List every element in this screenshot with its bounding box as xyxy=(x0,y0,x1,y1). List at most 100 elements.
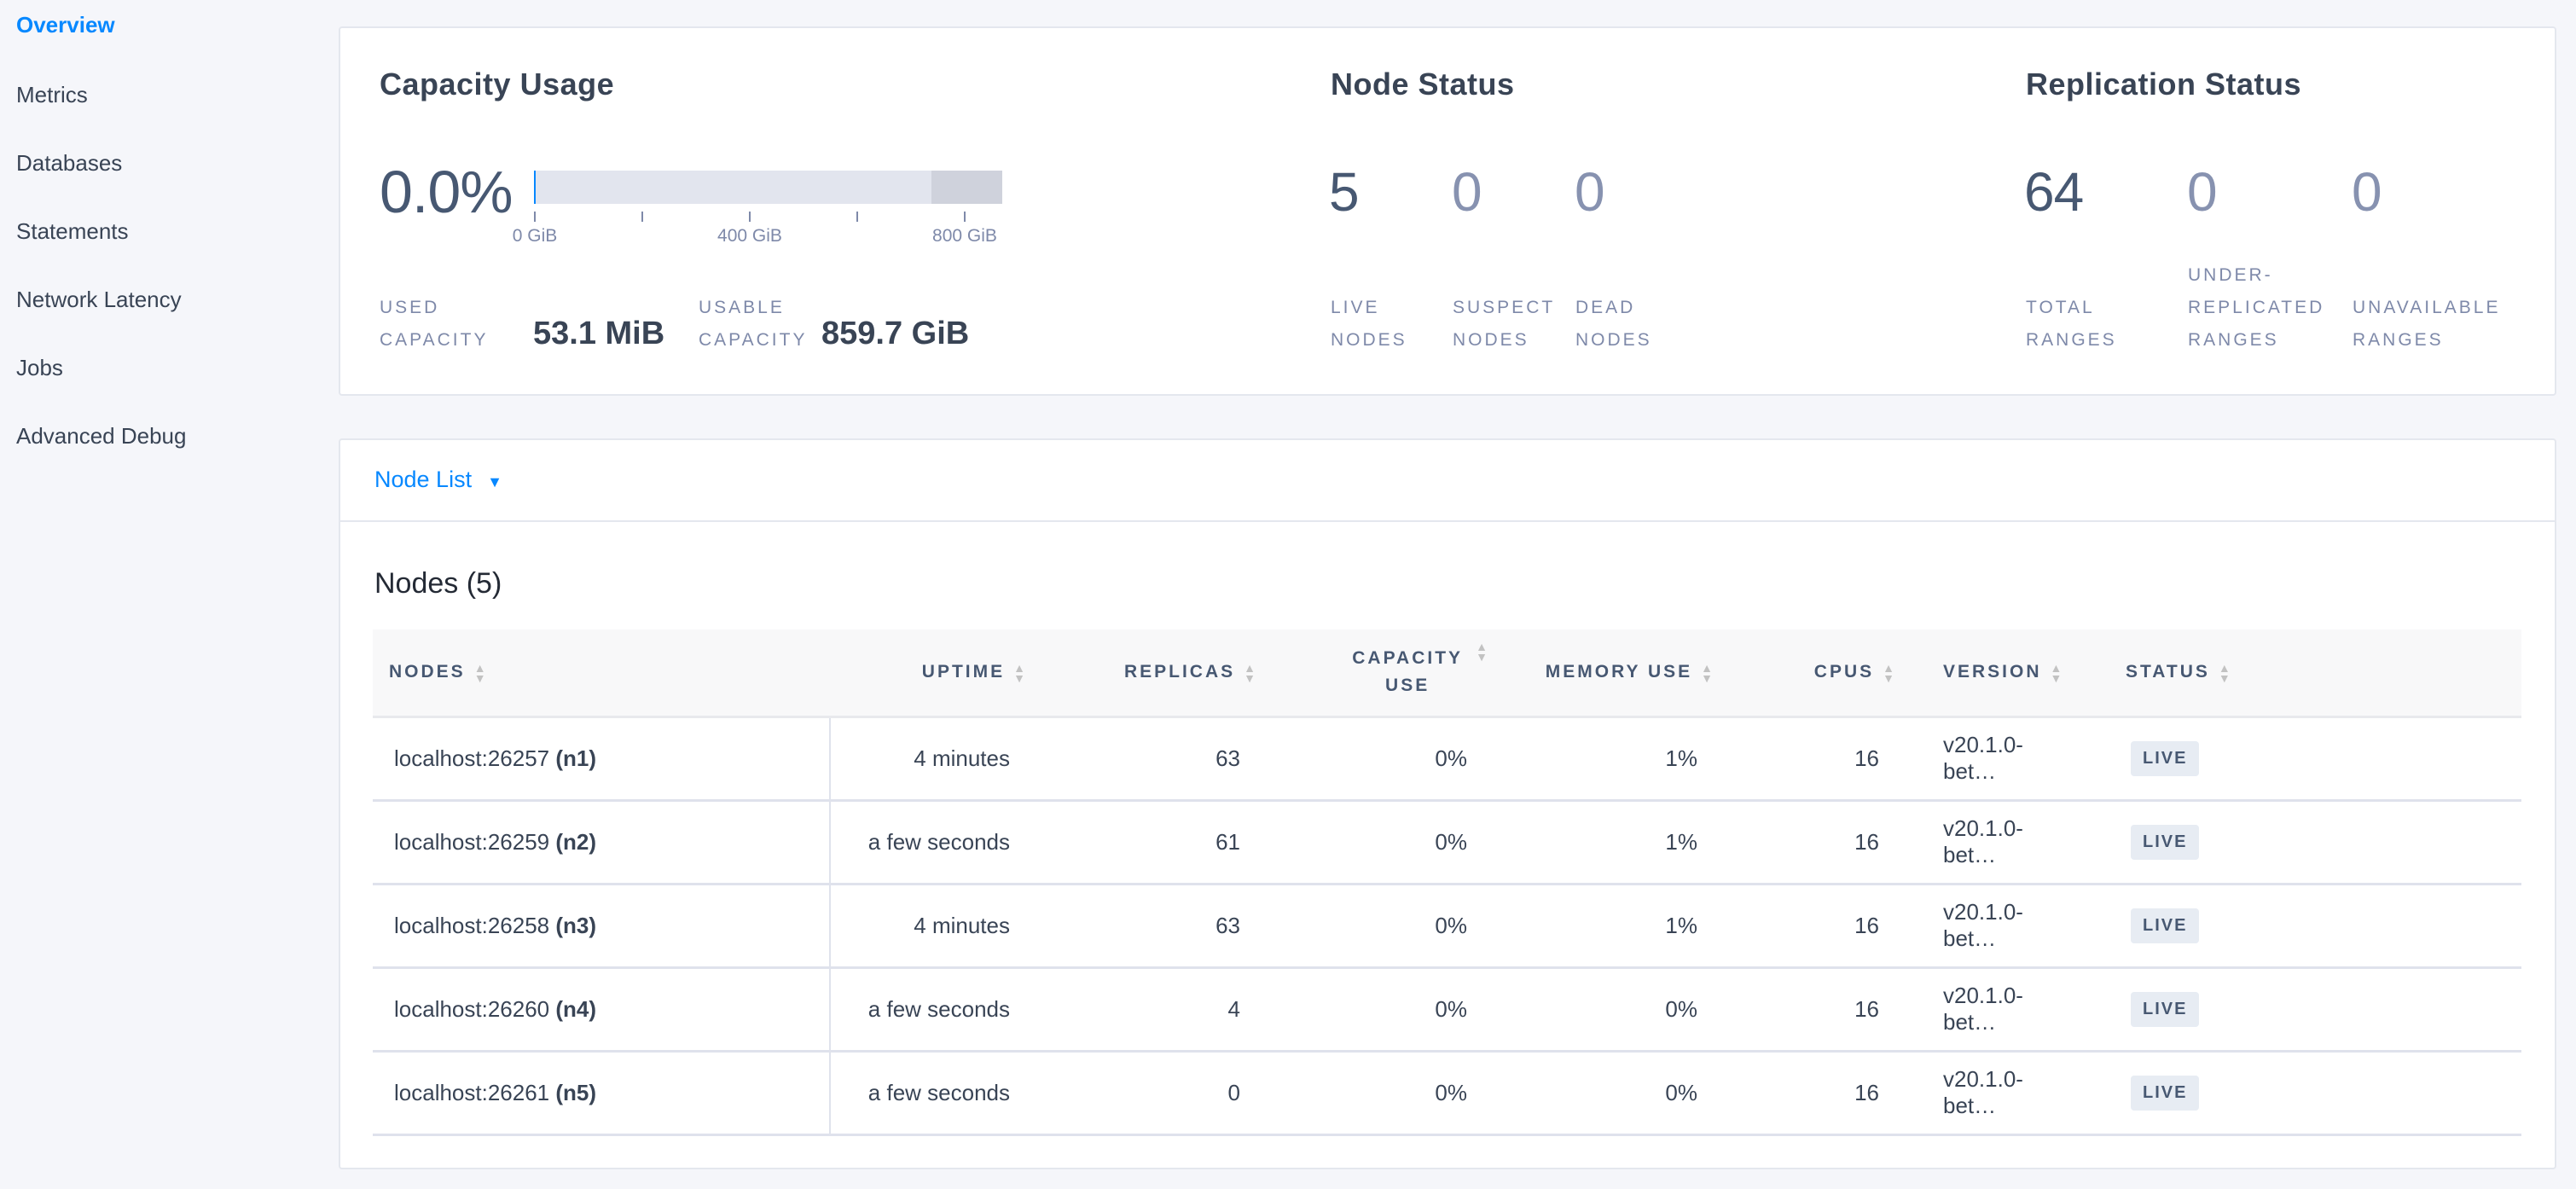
table-row: localhost:26260 (n4) a few seconds 4 0% 0% 16… xyxy=(373,967,2521,1053)
node-address[interactable]: localhost:26261 xyxy=(394,1079,550,1105)
cpus-cell: 16 xyxy=(1737,884,1918,969)
col-replicas[interactable]: REPLICAS ▲ ▼ xyxy=(1049,629,1279,718)
status-cell: LIVE xyxy=(2107,884,2521,969)
capacity-cell: 0% xyxy=(1279,1051,1506,1136)
table-row: localhost:26259 (n2) a few seconds 61 0% 1% 1… xyxy=(373,800,2521,885)
tick xyxy=(534,212,536,222)
memory-cell: 0% xyxy=(1506,967,1737,1053)
uptime-cell: a few seconds xyxy=(830,1051,1049,1136)
version-cell: v20.1.0-bet… xyxy=(1918,967,2107,1053)
table-row: localhost:26257 (n1) 4 minutes 63 0% 1% 16 v20… xyxy=(373,716,2521,802)
sidebar-item-overview[interactable]: Overview xyxy=(16,12,115,38)
total-ranges-count: 64 xyxy=(2024,161,2084,223)
sidebar-item-advanced-debug[interactable]: Advanced Debug xyxy=(16,423,187,449)
sort-icon: ▲ ▼ xyxy=(1244,660,1256,685)
nodes-table: NODES ▲ ▼ UPTIME ▲ ▼ REPLICAS ▲ ▼ CAPACITY USE… xyxy=(373,629,2521,1136)
capacity-title: Capacity Usage xyxy=(380,67,615,102)
sort-icon: ▲ ▼ xyxy=(473,660,486,685)
tick xyxy=(749,212,751,222)
tick-label: 400 GiB xyxy=(717,226,782,246)
sort-icon: ▲ ▼ xyxy=(2218,660,2231,685)
sidebar-item-databases[interactable]: Databases xyxy=(16,150,123,176)
node-id: (n4) xyxy=(555,995,597,1022)
col-uptime[interactable]: UPTIME ▲ ▼ xyxy=(830,629,1049,718)
status-cell: LIVE xyxy=(2107,800,2521,885)
sort-icon: ▲ ▼ xyxy=(2050,660,2063,685)
status-badge: LIVE xyxy=(2131,908,2200,943)
status-cell: LIVE xyxy=(2107,1051,2521,1136)
tick xyxy=(964,212,966,222)
cpus-cell: 16 xyxy=(1737,800,1918,885)
node-cell[interactable]: localhost:26259 (n2) xyxy=(373,800,831,885)
tick xyxy=(856,212,858,222)
sidebar-item-metrics[interactable]: Metrics xyxy=(16,82,88,107)
status-badge: LIVE xyxy=(2131,1075,2200,1111)
table-row: localhost:26258 (n3) 4 minutes 63 0% 1% 16 v20… xyxy=(373,884,2521,969)
unavailable-ranges-count: 0 xyxy=(2352,161,2382,223)
capacity-cell: 0% xyxy=(1279,967,1506,1053)
tick xyxy=(641,212,643,222)
capacity-bar xyxy=(534,171,1002,204)
node-address[interactable]: localhost:26257 xyxy=(394,745,550,771)
suspect-nodes-label: Suspect nodes xyxy=(1453,298,1555,350)
dead-nodes-count[interactable]: 0 xyxy=(1575,161,1605,223)
sidebar-item-network-latency[interactable]: Network Latency xyxy=(16,287,182,312)
cpus-cell: 16 xyxy=(1737,716,1918,802)
live-nodes-count[interactable]: 5 xyxy=(1329,161,1360,223)
capacity-bar-used xyxy=(534,171,536,204)
memory-cell: 0% xyxy=(1506,1051,1737,1136)
memory-cell: 1% xyxy=(1506,800,1737,885)
node-cell[interactable]: localhost:26257 (n1) xyxy=(373,716,831,802)
node-address[interactable]: localhost:26260 xyxy=(394,995,550,1022)
node-cell[interactable]: localhost:26261 (n5) xyxy=(373,1051,831,1136)
live-nodes-label: Live nodes xyxy=(1331,298,1407,350)
cpus-cell: 16 xyxy=(1737,967,1918,1053)
dead-nodes-label: Dead nodes xyxy=(1575,298,1652,350)
col-nodes[interactable]: NODES ▲ ▼ xyxy=(373,629,830,718)
capacity-cell: 0% xyxy=(1279,716,1506,802)
replicas-cell: 63 xyxy=(1049,716,1279,802)
node-address[interactable]: localhost:26258 xyxy=(394,912,550,938)
usable-capacity-label: Usable capacity xyxy=(699,298,808,350)
node-id: (n2) xyxy=(555,828,597,855)
col-cpus[interactable]: CPUS ▲ ▼ xyxy=(1737,629,1918,718)
suspect-nodes-count[interactable]: 0 xyxy=(1452,161,1482,223)
sort-icon: ▲ ▼ xyxy=(1883,660,1894,685)
status-badge: LIVE xyxy=(2131,740,2200,776)
used-capacity-value: 53.1 MiB xyxy=(533,316,665,351)
replicas-cell: 0 xyxy=(1049,1051,1279,1136)
node-cell[interactable]: localhost:26258 (n3) xyxy=(373,884,831,969)
status-badge: LIVE xyxy=(2131,991,2200,1027)
capacity-cell: 0% xyxy=(1279,884,1506,969)
sort-icon: ▲ ▼ xyxy=(1013,660,1025,685)
status-cell: LIVE xyxy=(2107,967,2521,1053)
cpus-cell: 16 xyxy=(1737,1051,1918,1136)
uptime-cell: a few seconds xyxy=(830,967,1049,1053)
sidebar-item-statements[interactable]: Statements xyxy=(16,218,129,244)
version-cell: v20.1.0-bet… xyxy=(1918,884,2107,969)
capacity-bar-reserved xyxy=(931,171,1002,204)
uptime-cell: 4 minutes xyxy=(830,884,1049,969)
node-list-dropdown[interactable]: Node List ▼ xyxy=(374,467,502,493)
node-cell[interactable]: localhost:26260 (n4) xyxy=(373,967,831,1053)
nodes-heading: Nodes (5) xyxy=(374,567,502,600)
capacity-percent: 0.0% xyxy=(380,159,513,225)
usable-capacity-value: 859.7 GiB xyxy=(821,316,970,351)
col-capacity-use[interactable]: CAPACITY USE▲ ▼ xyxy=(1279,629,1506,718)
summary-card xyxy=(339,26,2556,396)
table-row: localhost:26261 (n5) a few seconds 0 0% 0% 16… xyxy=(373,1051,2521,1136)
col-status[interactable]: STATUS ▲ ▼ xyxy=(2107,629,2521,718)
node-id: (n3) xyxy=(555,912,597,938)
version-cell: v20.1.0-bet… xyxy=(1918,716,2107,802)
node-id: (n1) xyxy=(555,745,597,771)
under-replicated-label: Under-replicated ranges xyxy=(2188,265,2325,350)
sidebar-item-jobs[interactable]: Jobs xyxy=(16,355,63,380)
replicas-cell: 63 xyxy=(1049,884,1279,969)
table-header: NODES ▲ ▼ UPTIME ▲ ▼ REPLICAS ▲ ▼ CAPACITY USE… xyxy=(373,629,2521,718)
memory-cell: 1% xyxy=(1506,716,1737,802)
col-memory-use[interactable]: MEMORY USE ▲ ▼ xyxy=(1506,629,1737,718)
status-cell: LIVE xyxy=(2107,716,2521,802)
col-version[interactable]: VERSION ▲ ▼ xyxy=(1918,629,2107,718)
replication-status-title: Replication Status xyxy=(2026,67,2302,102)
node-address[interactable]: localhost:26259 xyxy=(394,828,550,855)
